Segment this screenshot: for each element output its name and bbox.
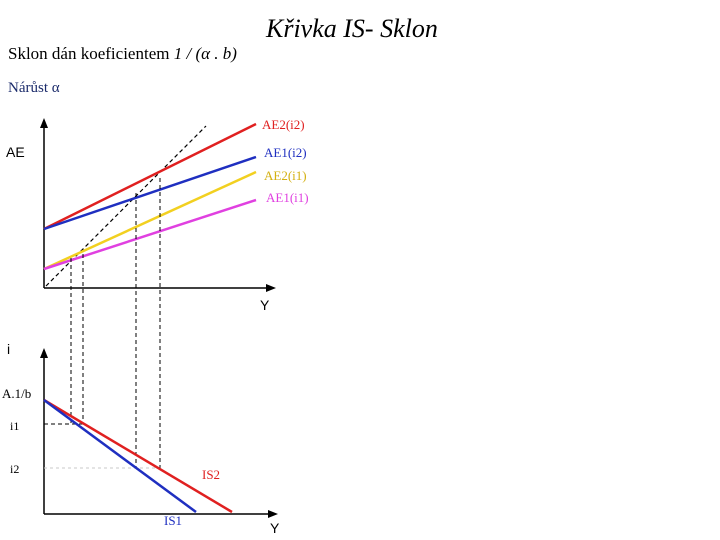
is2-label: IS2 [202,467,220,482]
intercept-label: A.1/b [2,386,31,401]
ae1-i2-line [43,155,257,231]
subtitle: Sklon dán koeficientem 1 / (α . b) [8,44,237,64]
ae1-i1-label: AE1(i1) [266,190,309,205]
ae1-i1-line [43,198,257,271]
i-axis-arrow [40,348,48,358]
is1-label: IS1 [164,513,182,528]
is1-curve [43,398,197,514]
slope-formula: 1 / (α . b) [173,44,237,63]
ae-axis-arrow [40,118,48,128]
y-axis-upper-label: Y [260,297,270,313]
ae2-i1-label: AE2(i1) [264,168,307,183]
subtitle-text: Sklon dán koeficientem [8,44,170,63]
y-axis-lower-label: Y [270,520,280,536]
ae1-i2-label: AE1(i2) [264,145,307,160]
ae2-i1-line [43,170,257,271]
i2-tick-label: i2 [10,462,19,476]
increase-alpha-note: Nárůst α [8,80,60,96]
ae2-i2-line [43,122,257,231]
i-axis-label: i [7,341,10,357]
upper-panel-ae-y: AE Y AE2(i2) AE1(i2) AE2(i1) AE1(i1) [6,117,309,313]
equilibrium-guides [70,178,161,468]
slide-title: Křivka IS- Sklon [266,14,438,43]
is2-curve [43,398,233,514]
ae2-i2-label: AE2(i2) [262,117,305,132]
i1-tick-label: i1 [10,419,19,433]
lower-panel-i-y: i A.1/b i1 i2 IS2 IS1 Y [2,341,280,536]
ae-axis-label: AE [6,144,25,160]
y-axis-upper-arrow [266,284,276,292]
y-axis-lower-arrow [268,510,278,518]
